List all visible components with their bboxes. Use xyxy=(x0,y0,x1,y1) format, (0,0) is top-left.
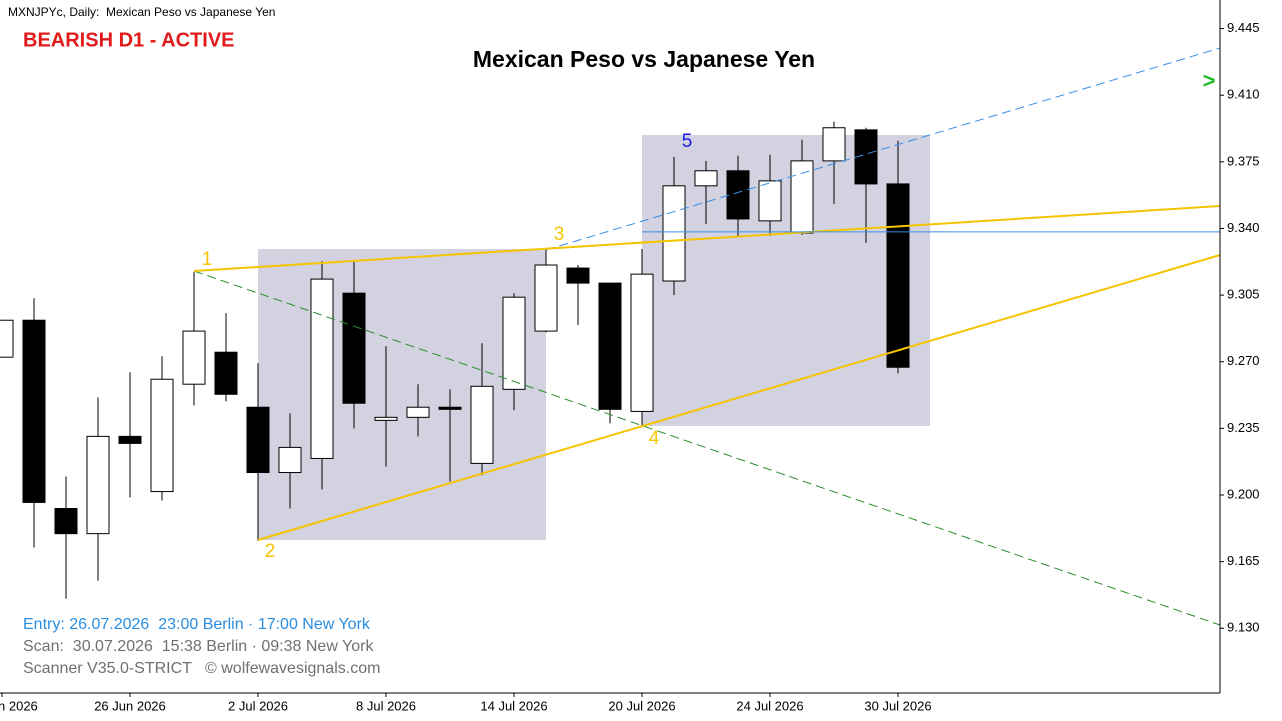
wedge-line xyxy=(193,205,1221,272)
status-label: BEARISH D1 - ACTIVE xyxy=(23,29,235,51)
y-tick-label: 9.130 xyxy=(1227,620,1260,635)
candle-body xyxy=(246,406,270,474)
candle-body xyxy=(182,330,206,385)
x-tick-label: 26 Jun 2026 xyxy=(94,698,166,713)
candle-body xyxy=(470,385,494,464)
y-tick-label: 9.375 xyxy=(1227,153,1260,168)
x-tick-label: 14 Jul 2026 xyxy=(480,698,547,713)
candle-body xyxy=(278,446,302,474)
wave-label: 5 xyxy=(682,131,693,152)
candle-body xyxy=(342,292,366,404)
candle-body xyxy=(822,127,846,162)
candle-body xyxy=(214,351,238,395)
candle-body xyxy=(886,183,910,368)
candle-body xyxy=(118,435,142,444)
y-tick-label: 9.445 xyxy=(1227,20,1260,35)
candle-body xyxy=(598,282,622,410)
candle-body xyxy=(374,416,398,421)
wave-label: 3 xyxy=(554,224,565,245)
x-tick-label: 24 Jul 2026 xyxy=(736,698,803,713)
candle-body xyxy=(662,185,686,282)
candle-body xyxy=(726,170,750,220)
candle-body xyxy=(438,406,462,410)
scan-info: Scan: 30.07.2026 15:38 Berlin · 09:38 Ne… xyxy=(23,638,374,655)
entry-info: Entry: 26.07.2026 23:00 Berlin · 17:00 N… xyxy=(23,616,371,633)
candle-body xyxy=(406,406,430,418)
target-line xyxy=(545,47,1221,251)
y-tick-label: 9.165 xyxy=(1227,553,1260,568)
x-tick-label: 30 Jul 2026 xyxy=(864,698,931,713)
wedge-line xyxy=(257,254,1221,541)
x-tick-label: 22 Jun 2026 xyxy=(0,698,38,713)
x-tick-label: 2 Jul 2026 xyxy=(228,698,288,713)
x-tick-label: 8 Jul 2026 xyxy=(356,698,416,713)
candle-body xyxy=(310,278,334,459)
candle-body xyxy=(694,170,718,187)
y-tick-label: 9.340 xyxy=(1227,220,1260,235)
y-tick-label: 9.200 xyxy=(1227,486,1260,501)
scanner-info: Scanner V35.0-STRICT © wolfewavesignals.… xyxy=(23,660,380,677)
candle-body xyxy=(150,378,174,493)
y-tick-label: 9.235 xyxy=(1227,420,1260,435)
x-tick-label: 20 Jul 2026 xyxy=(608,698,675,713)
chart-title: Mexican Peso vs Japanese Yen xyxy=(473,46,815,72)
pattern-zone xyxy=(258,249,546,540)
wave-label: 4 xyxy=(649,428,660,449)
trend-line xyxy=(193,270,1221,626)
candle-body xyxy=(630,273,654,412)
candle-body xyxy=(54,508,78,535)
candles xyxy=(0,121,910,599)
candle-body xyxy=(790,160,814,234)
candle-body xyxy=(0,319,14,358)
candle-body xyxy=(502,296,526,390)
candle-body xyxy=(758,180,782,222)
chart-header: MXNJPYc, Daily: Mexican Peso vs Japanese… xyxy=(8,5,275,19)
y-tick-label: 9.305 xyxy=(1227,287,1260,302)
candle-body xyxy=(22,319,46,503)
direction-arrow: > xyxy=(1203,68,1216,93)
wave-label: 2 xyxy=(265,541,276,562)
pattern-zone xyxy=(642,135,930,426)
overlay xyxy=(193,47,1221,626)
candle-body xyxy=(86,435,110,535)
y-tick-label: 9.410 xyxy=(1227,87,1260,102)
candle-body xyxy=(534,264,558,332)
y-tick-label: 9.270 xyxy=(1227,353,1260,368)
wave-label: 1 xyxy=(202,249,213,270)
candle-body xyxy=(566,267,590,284)
